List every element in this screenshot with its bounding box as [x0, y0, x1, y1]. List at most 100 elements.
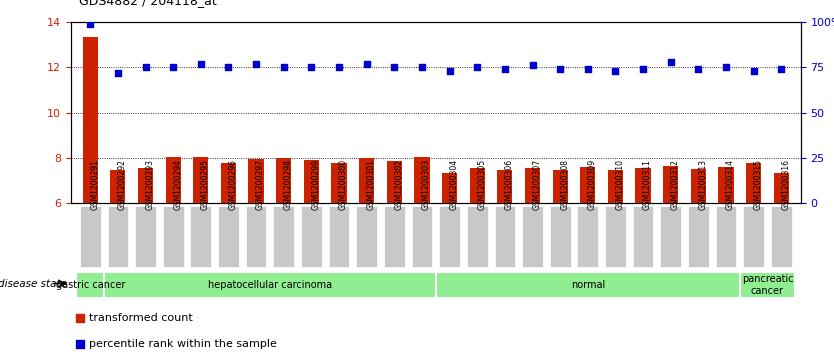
- Text: GSM1200305: GSM1200305: [477, 159, 486, 210]
- Text: GSM1200292: GSM1200292: [118, 159, 127, 210]
- Point: [415, 64, 429, 70]
- Text: transformed count: transformed count: [89, 313, 193, 323]
- FancyBboxPatch shape: [440, 206, 460, 267]
- Bar: [110, 170, 125, 203]
- Bar: [691, 169, 706, 203]
- Point: [526, 62, 540, 68]
- FancyBboxPatch shape: [633, 206, 654, 267]
- Bar: [746, 163, 761, 203]
- Bar: [608, 170, 623, 203]
- Bar: [138, 168, 153, 203]
- Point: [636, 66, 650, 72]
- FancyBboxPatch shape: [163, 206, 183, 267]
- Bar: [387, 161, 402, 203]
- Bar: [525, 168, 540, 203]
- FancyBboxPatch shape: [688, 206, 709, 267]
- Bar: [774, 173, 789, 203]
- FancyBboxPatch shape: [274, 206, 294, 267]
- FancyBboxPatch shape: [577, 206, 598, 267]
- Bar: [414, 157, 430, 203]
- Point: [83, 21, 97, 26]
- FancyBboxPatch shape: [495, 206, 515, 267]
- FancyBboxPatch shape: [80, 206, 101, 267]
- Text: GDS4882 / 204118_at: GDS4882 / 204118_at: [79, 0, 217, 7]
- Text: GSM1200311: GSM1200311: [643, 159, 652, 210]
- FancyBboxPatch shape: [435, 272, 740, 298]
- Text: GSM1200293: GSM1200293: [145, 159, 154, 210]
- FancyBboxPatch shape: [743, 206, 764, 267]
- FancyBboxPatch shape: [190, 206, 211, 267]
- Point: [360, 61, 374, 66]
- Text: GSM1200301: GSM1200301: [367, 159, 375, 210]
- Point: [167, 64, 180, 70]
- FancyBboxPatch shape: [550, 206, 570, 267]
- Point: [111, 70, 124, 76]
- FancyBboxPatch shape: [77, 272, 104, 298]
- Point: [388, 64, 401, 70]
- Point: [73, 315, 87, 321]
- Point: [332, 64, 345, 70]
- FancyBboxPatch shape: [384, 206, 404, 267]
- Text: GSM1200295: GSM1200295: [201, 159, 210, 210]
- Bar: [331, 163, 347, 203]
- Text: GSM1200310: GSM1200310: [615, 159, 625, 210]
- Point: [775, 66, 788, 72]
- Text: GSM1200306: GSM1200306: [505, 159, 514, 210]
- FancyBboxPatch shape: [104, 272, 435, 298]
- Point: [194, 61, 208, 66]
- Point: [747, 68, 761, 74]
- Point: [664, 59, 677, 65]
- FancyBboxPatch shape: [605, 206, 626, 267]
- FancyBboxPatch shape: [522, 206, 543, 267]
- Point: [581, 66, 595, 72]
- Text: GSM1200302: GSM1200302: [394, 159, 404, 210]
- FancyBboxPatch shape: [661, 206, 681, 267]
- Text: GSM1200297: GSM1200297: [256, 159, 265, 210]
- FancyBboxPatch shape: [218, 206, 239, 267]
- Text: GSM1200309: GSM1200309: [588, 159, 597, 210]
- Text: GSM1200312: GSM1200312: [671, 159, 680, 210]
- Point: [304, 64, 318, 70]
- Point: [609, 68, 622, 74]
- FancyBboxPatch shape: [411, 206, 432, 267]
- Point: [138, 64, 152, 70]
- Point: [73, 341, 87, 347]
- Text: GSM1200315: GSM1200315: [754, 159, 762, 210]
- FancyBboxPatch shape: [467, 206, 488, 267]
- Bar: [718, 167, 734, 203]
- Text: GSM1200316: GSM1200316: [781, 159, 791, 210]
- Point: [720, 64, 733, 70]
- Text: disease state: disease state: [0, 278, 67, 289]
- Text: GSM1200299: GSM1200299: [311, 159, 320, 210]
- FancyBboxPatch shape: [329, 206, 349, 267]
- Text: hepatocellular carcinoma: hepatocellular carcinoma: [208, 280, 332, 290]
- FancyBboxPatch shape: [246, 206, 266, 267]
- Bar: [636, 168, 651, 203]
- Bar: [580, 167, 595, 203]
- Text: GSM1200296: GSM1200296: [229, 159, 238, 210]
- Bar: [470, 168, 485, 203]
- Bar: [249, 159, 264, 203]
- Text: GSM1200298: GSM1200298: [284, 159, 293, 210]
- Text: normal: normal: [570, 280, 605, 290]
- Text: GSM1200314: GSM1200314: [726, 159, 735, 210]
- Point: [470, 64, 484, 70]
- Bar: [304, 160, 319, 203]
- FancyBboxPatch shape: [716, 206, 736, 267]
- FancyBboxPatch shape: [740, 272, 795, 298]
- Point: [249, 61, 263, 66]
- Bar: [83, 37, 98, 203]
- FancyBboxPatch shape: [108, 206, 128, 267]
- Bar: [442, 174, 457, 203]
- Bar: [166, 158, 181, 203]
- Point: [222, 64, 235, 70]
- Bar: [553, 170, 568, 203]
- Bar: [193, 157, 208, 203]
- Text: pancreatic
cancer: pancreatic cancer: [741, 274, 793, 296]
- Bar: [221, 163, 236, 203]
- FancyBboxPatch shape: [771, 206, 791, 267]
- FancyBboxPatch shape: [301, 206, 322, 267]
- Point: [277, 64, 290, 70]
- Text: GSM1200291: GSM1200291: [90, 159, 99, 210]
- Text: GSM1200294: GSM1200294: [173, 159, 182, 210]
